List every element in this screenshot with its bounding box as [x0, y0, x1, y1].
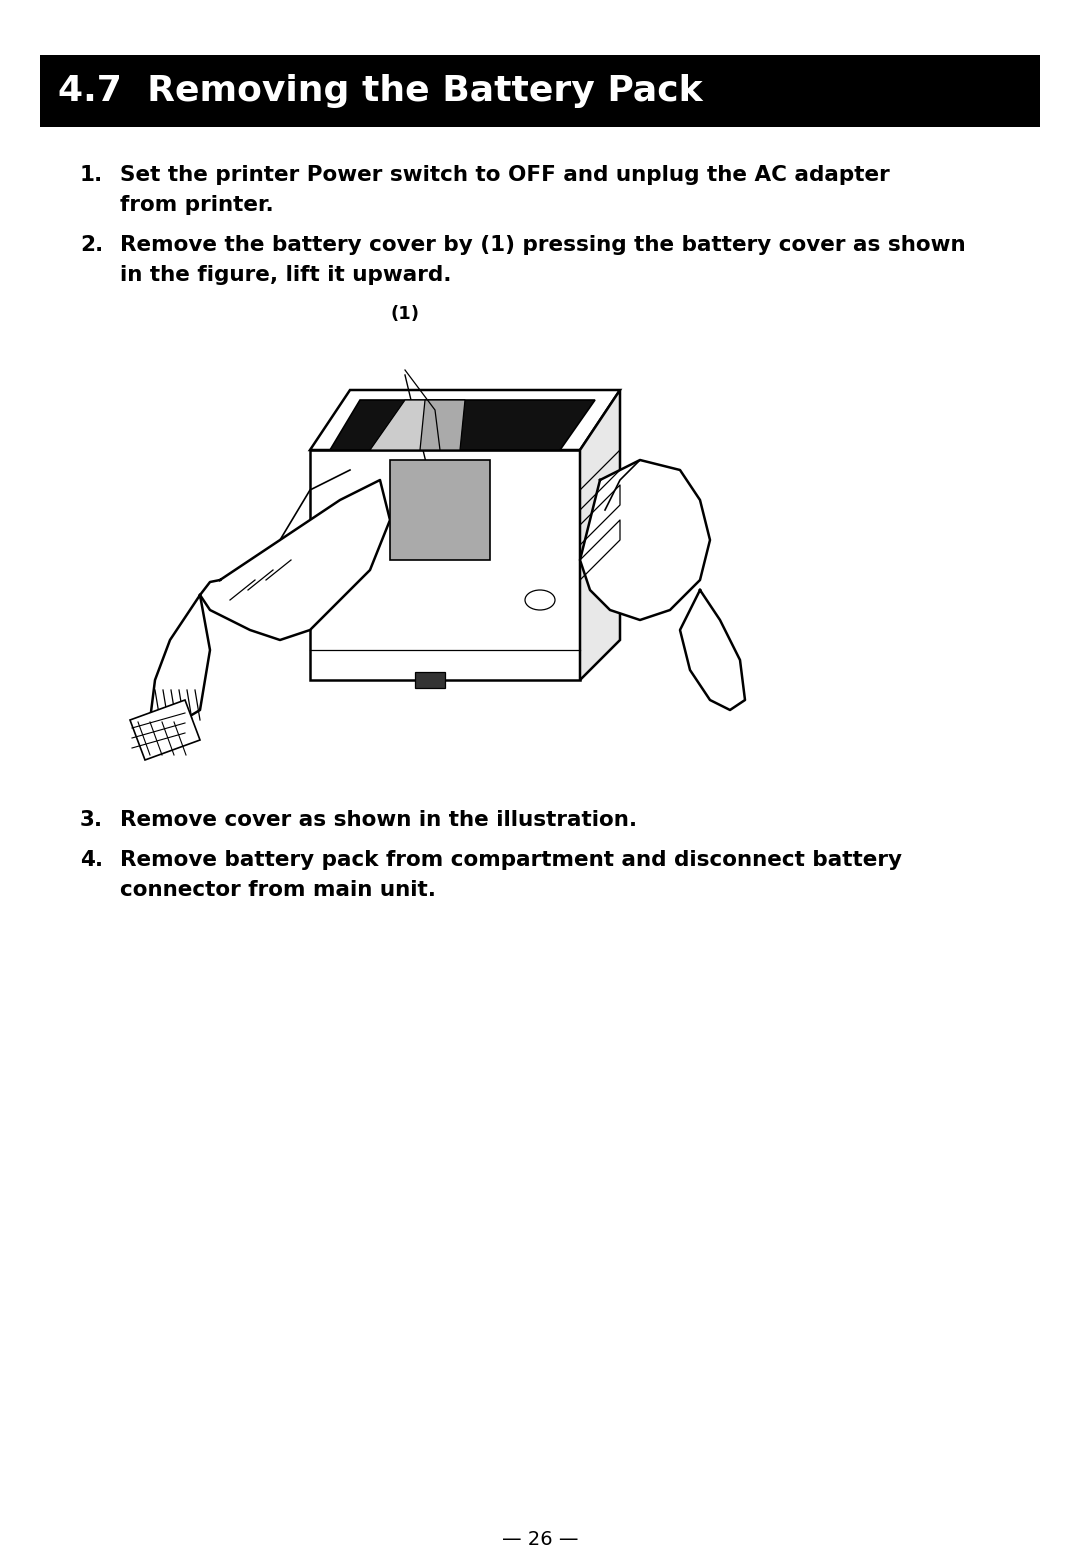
Text: 4.7  Removing the Battery Pack: 4.7 Removing the Battery Pack	[58, 74, 703, 108]
Polygon shape	[130, 700, 200, 761]
PathPatch shape	[310, 390, 620, 451]
PathPatch shape	[310, 451, 580, 681]
Ellipse shape	[525, 590, 555, 610]
Text: Remove battery pack from compartment and disconnect battery: Remove battery pack from compartment and…	[120, 850, 902, 870]
PathPatch shape	[390, 460, 490, 560]
Text: 4.: 4.	[80, 850, 103, 870]
Text: Remove the battery cover by (1) pressing the battery cover as shown: Remove the battery cover by (1) pressing…	[120, 235, 966, 255]
Text: 3.: 3.	[80, 811, 103, 829]
Text: 1.: 1.	[80, 164, 104, 185]
Text: — 26 —: — 26 —	[502, 1531, 578, 1549]
Polygon shape	[680, 590, 745, 711]
Text: in the figure, lift it upward.: in the figure, lift it upward.	[120, 264, 451, 285]
Text: (1): (1)	[390, 305, 419, 322]
Text: 2.: 2.	[80, 235, 104, 255]
Polygon shape	[580, 460, 710, 620]
Bar	[415, 671, 445, 689]
Polygon shape	[200, 480, 390, 640]
Text: connector from main unit.: connector from main unit.	[120, 880, 436, 900]
PathPatch shape	[420, 401, 465, 451]
Text: Remove cover as shown in the illustration.: Remove cover as shown in the illustratio…	[120, 811, 637, 829]
PathPatch shape	[370, 401, 465, 451]
Bar	[40, 55, 1040, 127]
PathPatch shape	[330, 401, 595, 451]
Text: from printer.: from printer.	[120, 196, 273, 214]
PathPatch shape	[580, 390, 620, 681]
Text: Set the printer Power switch to OFF and unplug the AC adapter: Set the printer Power switch to OFF and …	[120, 164, 890, 185]
Polygon shape	[150, 595, 210, 725]
